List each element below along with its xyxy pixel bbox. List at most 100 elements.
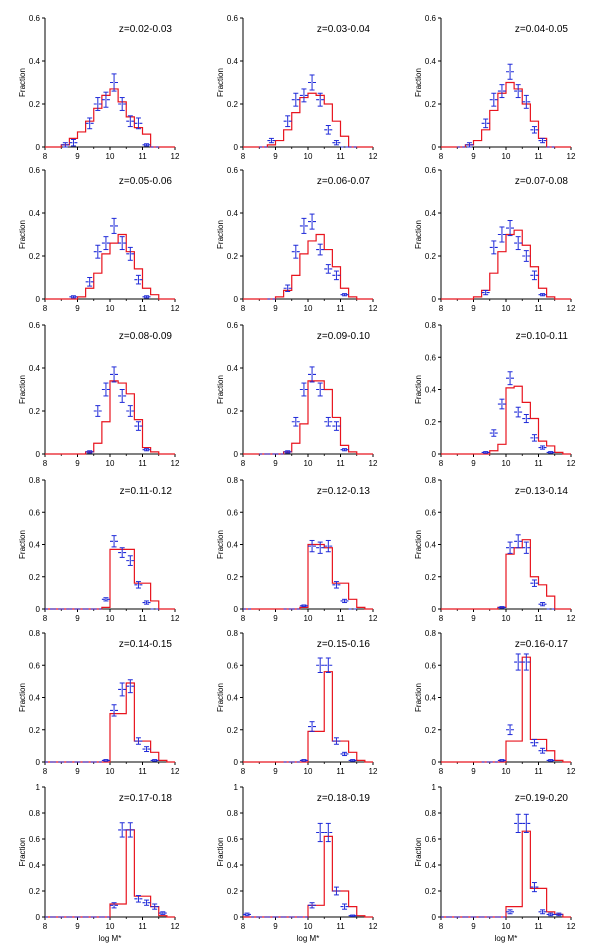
x-tick-label: 10: [106, 304, 115, 313]
panel-z=0.18-0.19: 0 0.2 0.4 0.6 0.8 1 8 9 10 11 12 Fraction log M* z=0.…: [216, 783, 378, 943]
observed-point: [126, 555, 135, 566]
observed-point: [110, 535, 119, 548]
y-tick-label: 0.4: [227, 861, 239, 870]
y-tick-label: 0: [432, 758, 437, 767]
x-tick-label: 11: [534, 614, 543, 623]
x-tick-label: 11: [138, 767, 147, 776]
observed-point: [530, 126, 539, 134]
x-tick-label: 11: [336, 922, 345, 931]
observed-point: [291, 416, 300, 427]
panel-z=0.15-0.16: 0 0.2 0.4 0.6 0.8 8 9 10 11 12 Fraction z=0.15-0.16: [216, 629, 378, 776]
y-tick-label: 0.4: [29, 57, 41, 66]
x-tick-label: 11: [534, 152, 543, 161]
x-tick-label: 8: [43, 614, 48, 623]
x-tick-label: 10: [502, 304, 511, 313]
y-tick-label: 0.2: [425, 418, 437, 427]
x-tick-label: 9: [75, 614, 80, 623]
model-histogram: [441, 656, 571, 763]
x-tick-label: 8: [241, 304, 246, 313]
panel-z=0.12-0.13: 0 0.2 0.4 0.6 0.8 8 9 10 11 12 Fraction z=0.12-0.13: [216, 476, 378, 623]
observed-point: [538, 909, 547, 915]
observed-point: [118, 547, 127, 558]
x-tick-label: 12: [369, 767, 378, 776]
observed-point: [101, 91, 110, 108]
y-tick-label: 0: [432, 450, 437, 459]
observed-point: [506, 371, 515, 386]
y-tick-label: 0.6: [29, 166, 41, 175]
observed-point: [126, 405, 135, 417]
observed-point: [61, 142, 70, 148]
observed-point: [110, 217, 119, 234]
y-tick-label: 0.6: [227, 14, 239, 23]
x-tick-label: 12: [567, 152, 576, 161]
x-tick-label: 11: [336, 152, 345, 161]
y-tick-label: 0.8: [425, 476, 437, 485]
x-tick-label: 8: [43, 459, 48, 468]
x-tick-label: 12: [369, 152, 378, 161]
y-tick-label: 0.2: [29, 726, 41, 735]
x-tick-label: 9: [273, 767, 278, 776]
y-tick-label: 0.6: [29, 835, 41, 844]
x-tick-label: 8: [241, 767, 246, 776]
x-tick-label: 10: [502, 459, 511, 468]
observed-point: [142, 746, 151, 753]
panel-title: z=0.07-0.08: [515, 176, 569, 187]
panel-title: z=0.15-0.16: [317, 639, 371, 650]
x-tick-label: 10: [106, 459, 115, 468]
y-axis-label: Fraction: [414, 838, 423, 867]
x-tick-label: 12: [171, 922, 180, 931]
x-tick-label: 9: [75, 459, 80, 468]
observed-point: [316, 657, 325, 674]
y-tick-label: 0.2: [227, 887, 239, 896]
observed-point: [538, 293, 547, 297]
observed-point: [134, 274, 143, 285]
panel-z=0.19-0.20: 0 0.2 0.4 0.6 0.8 1 8 9 10 11 12 Fraction log M* z=0.…: [414, 783, 576, 943]
observed-point: [110, 366, 119, 383]
y-tick-label: 0: [36, 450, 41, 459]
y-axis-label: Fraction: [18, 530, 27, 559]
x-tick-label: 9: [471, 459, 476, 468]
model-histogram: [441, 385, 571, 455]
x-tick-label: 11: [534, 459, 543, 468]
x-tick-label: 8: [439, 304, 444, 313]
observed-point: [126, 679, 135, 694]
y-tick-label: 0: [36, 605, 41, 614]
observed-point: [316, 822, 325, 843]
x-tick-label: 8: [43, 922, 48, 931]
x-tick-label: 11: [138, 614, 147, 623]
observed-point: [299, 382, 308, 397]
model-histogram: [441, 830, 571, 918]
y-tick-label: 0.2: [425, 573, 437, 582]
observed-point: [489, 429, 498, 437]
x-tick-label: 10: [106, 614, 115, 623]
y-axis-label: Fraction: [414, 683, 423, 712]
y-tick-label: 0: [432, 913, 437, 922]
observed-point: [158, 911, 167, 915]
y-tick-label: 0.2: [227, 100, 239, 109]
y-tick-label: 0.4: [425, 541, 437, 550]
observed-point: [299, 88, 308, 103]
observed-point: [283, 450, 292, 454]
y-tick-label: 0.2: [425, 887, 437, 896]
observed-point: [514, 534, 523, 549]
observed-point: [497, 398, 506, 410]
y-tick-label: 0.4: [227, 694, 239, 703]
y-tick-label: 0.4: [227, 209, 239, 218]
x-tick-label: 8: [439, 152, 444, 161]
x-tick-label: 11: [336, 304, 345, 313]
y-tick-label: 0.6: [227, 661, 239, 670]
x-tick-label: 10: [106, 922, 115, 931]
observed-point: [497, 226, 506, 243]
y-tick-label: 0.6: [29, 508, 41, 517]
x-tick-label: 12: [567, 459, 576, 468]
observed-point: [546, 759, 555, 762]
observed-point: [497, 84, 506, 99]
y-tick-label: 0.2: [425, 100, 437, 109]
panel-title: z=0.05-0.06: [119, 176, 173, 187]
y-tick-label: 0.4: [227, 57, 239, 66]
observed-point: [308, 539, 317, 553]
observed-point: [514, 236, 523, 251]
x-tick-label: 12: [171, 152, 180, 161]
panel-title: z=0.14-0.15: [119, 639, 173, 650]
observed-point: [101, 759, 110, 762]
